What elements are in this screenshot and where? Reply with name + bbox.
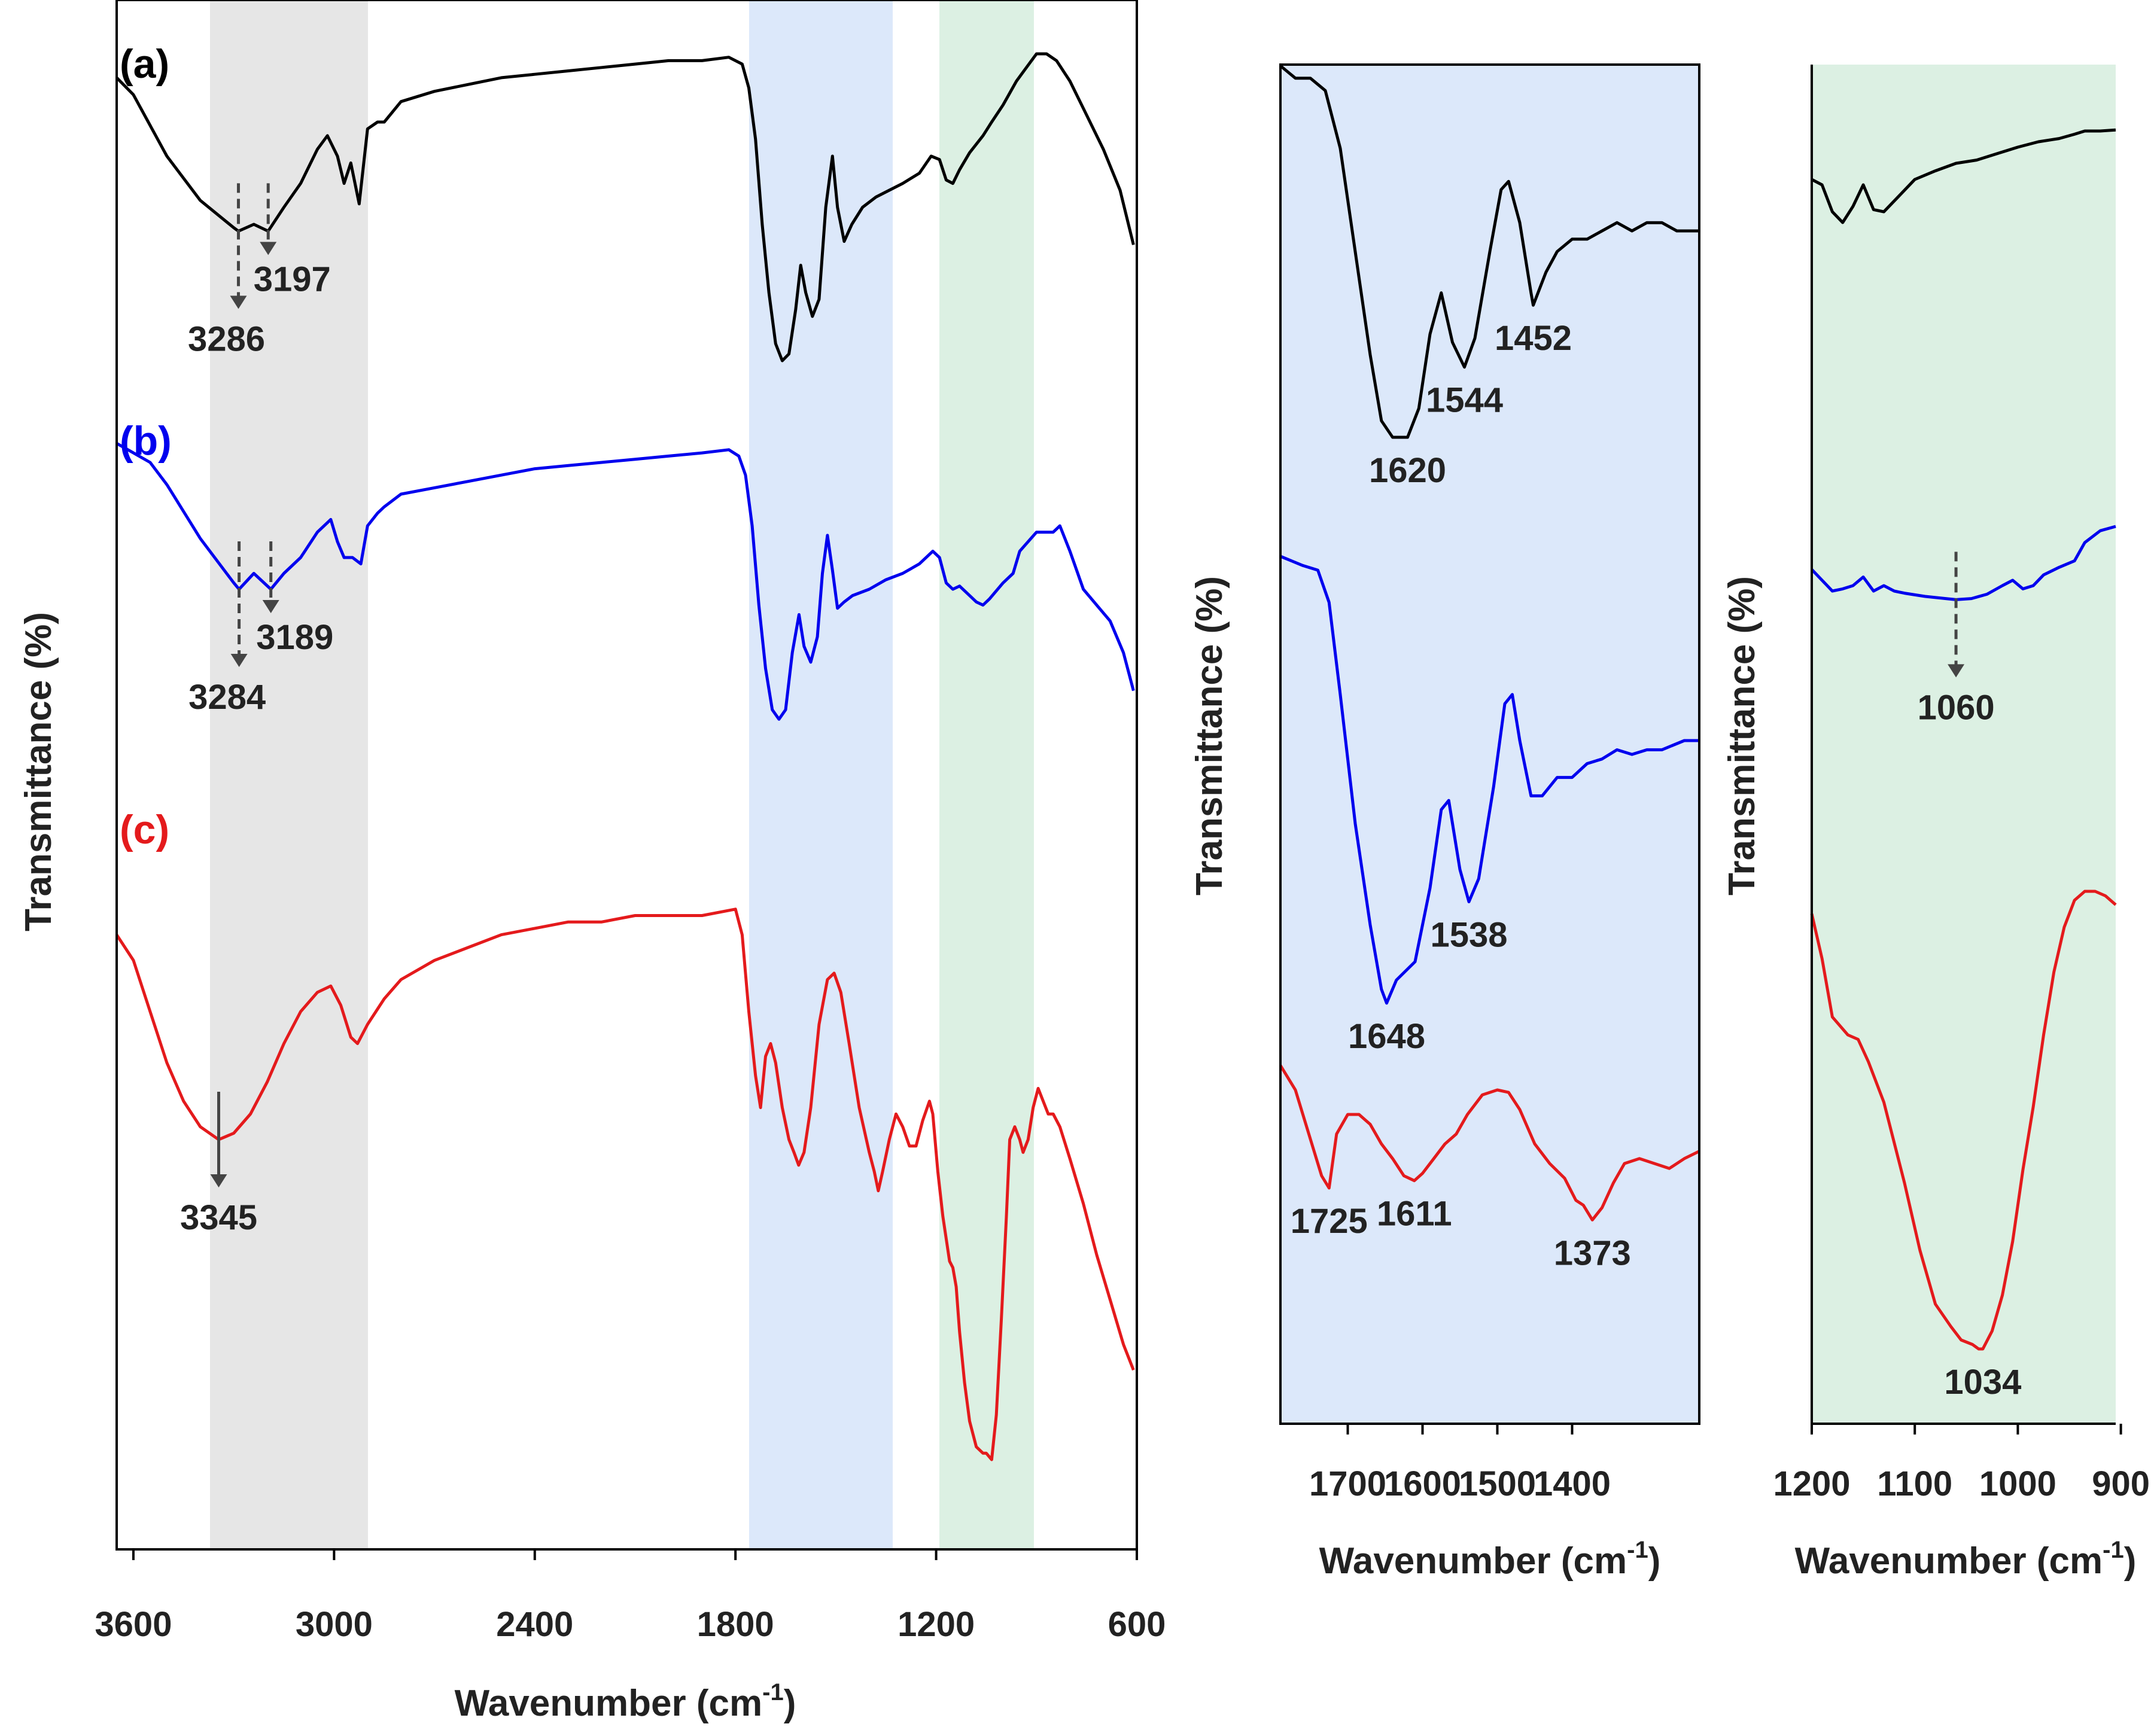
x-title-superscript: -1 (762, 1679, 784, 1705)
amide-tick-label: 1700 (1309, 1464, 1386, 1503)
amide-y-axis-title: Transmittance (%) (1189, 576, 1230, 896)
main-annotation-arrowhead (260, 242, 277, 255)
fp-peak-label: 1034 (1944, 1363, 2021, 1402)
series-letter-a: (a) (120, 41, 169, 87)
fingerprint-annotations: 1060 1034 (1918, 552, 2021, 1402)
main-series-a-line (115, 52, 1135, 363)
band-amide (749, 0, 893, 1549)
amide-series-a-line (1279, 65, 1699, 439)
series-letter-c: (c) (120, 807, 169, 852)
fingerprint-panel-background (1812, 65, 2116, 1424)
main-peak-label: 3284 (188, 678, 266, 717)
fp-x-title-superscript: -1 (2103, 1537, 2124, 1563)
main-tick-label: 3600 (95, 1605, 172, 1644)
main-tick-label: 2400 (496, 1605, 573, 1644)
amide-series-c-line (1279, 1064, 1700, 1222)
main-y-axis-title: Transmittance (%) (18, 612, 59, 931)
amide-peak-label: 1538 (1430, 916, 1507, 955)
amide-curves (1279, 65, 1700, 1222)
amide-x-title-text: Wavenumber (cm (1319, 1540, 1627, 1582)
x-title-text: Wavenumber (cm (455, 1683, 763, 1724)
amide-x-title-close: ) (1648, 1540, 1661, 1582)
fp-x-title-text: Wavenumber (cm (1795, 1540, 2103, 1582)
main-series-c-line (115, 907, 1135, 1461)
fp-tick-label: 1200 (1773, 1464, 1850, 1503)
fp-tick-label: 1100 (1877, 1464, 1952, 1503)
main-x-axis-title: Wavenumber (cm-1) (455, 1679, 796, 1724)
amide-peak-label: 1452 (1495, 319, 1572, 358)
fingerprint-x-axis: 1200 1100 1000 900 (1773, 1424, 2150, 1503)
amide-annotations: 1620 1544 1452 1648 1538 1725 1611 1373 (1291, 319, 1631, 1272)
amide-tick-label: 1500 (1459, 1464, 1536, 1503)
x-title-close: ) (784, 1683, 796, 1724)
amide-series-b-line (1280, 555, 1699, 1005)
fp-series-a-line (1811, 128, 2116, 224)
main-x-axis: 3600 3000 2400 1800 1200 600 (95, 1549, 1166, 1644)
amide-plot-frame (1279, 63, 1700, 1425)
main-tick-label: 1200 (898, 1605, 975, 1644)
amide-peak-label: 1611 (1377, 1195, 1452, 1234)
main-peak-label: 3189 (256, 618, 333, 657)
fp-series-c-line (1810, 890, 2117, 1351)
main-series-b-line (115, 442, 1135, 721)
main-tick-label: 3000 (296, 1605, 373, 1644)
amide-peak-label: 1725 (1291, 1202, 1368, 1241)
fingerprint-x-axis-title: Wavenumber (cm-1) (1795, 1537, 2137, 1582)
amide-peak-label: 1648 (1348, 1017, 1425, 1056)
amide-x-axis-title: Wavenumber (cm-1) (1319, 1537, 1661, 1582)
fp-annotation-arrowhead (1948, 664, 1965, 678)
main-annotation-arrowhead (210, 1174, 227, 1187)
main-plot-frame (115, 0, 1138, 1551)
fingerprint-y-axis-title: Transmittance (%) (1721, 576, 1763, 896)
main-peak-label: 3345 (180, 1198, 257, 1237)
main-peak-label: 3197 (254, 260, 331, 299)
main-annotations: (a) (b) (c) 3286 3197 3284 3189 3345 (120, 41, 333, 1237)
main-peak-label: 3286 (188, 319, 265, 358)
fingerprint-panel: 1060 1034 1200 1100 1000 900 Wavenumber (cm-… (1721, 65, 2150, 1582)
series-letter-b: (b) (120, 418, 172, 464)
fp-tick-label: 1000 (1979, 1464, 2056, 1503)
amide-panel-background (1280, 65, 1699, 1424)
main-annotation-arrowhead (230, 296, 247, 309)
amide-panel: 1620 1544 1452 1648 1538 1725 1611 1373 1700160… (1189, 63, 1700, 1582)
amide-tick-label: 1600 (1384, 1464, 1461, 1503)
main-tick-label: 1800 (697, 1605, 774, 1644)
fp-tick-label: 900 (2092, 1464, 2150, 1503)
amide-tick-label: 1400 (1534, 1464, 1611, 1503)
main-annotation-arrowhead (230, 654, 248, 667)
amide-peak-label: 1544 (1426, 381, 1503, 420)
band-oh-stretch (210, 0, 368, 1549)
main-tick-label: 600 (1108, 1605, 1166, 1644)
fp-peak-label: 1060 (1918, 688, 1995, 727)
amide-peak-label: 1620 (1369, 451, 1446, 490)
main-annotation-arrowhead (262, 600, 279, 613)
band-fingerprint (939, 0, 1034, 1549)
amide-x-title-superscript: -1 (1627, 1537, 1648, 1563)
main-curves (115, 52, 1135, 1461)
fp-x-title-close: ) (2124, 1540, 2137, 1582)
amide-peak-label: 1373 (1554, 1234, 1631, 1272)
main-panel: (a) (b) (c) 3286 3197 3284 3189 3345 3600 3000 24… (18, 0, 1166, 1724)
